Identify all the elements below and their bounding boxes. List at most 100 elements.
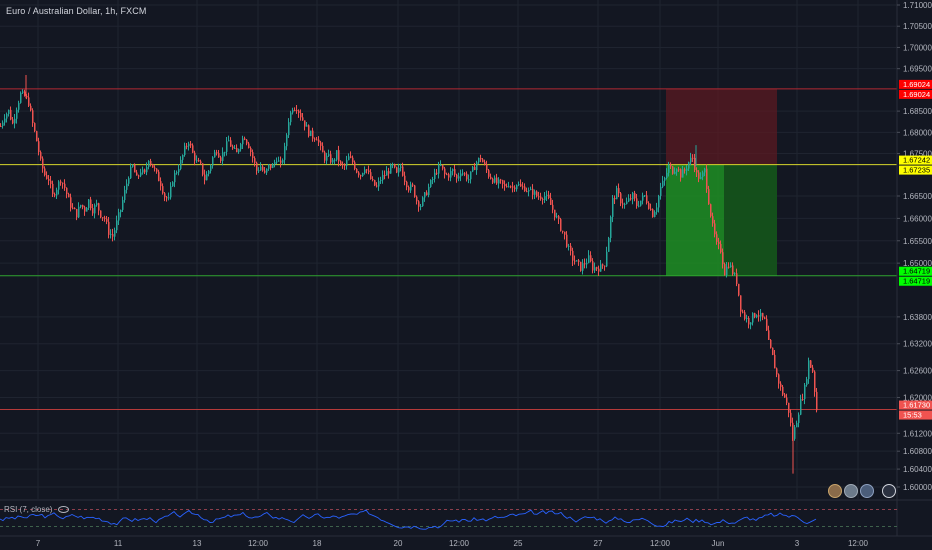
candle[interactable] <box>462 173 464 175</box>
candle[interactable] <box>526 191 528 193</box>
candle[interactable] <box>672 166 674 174</box>
candle[interactable] <box>750 322 752 325</box>
candle[interactable] <box>770 339 772 348</box>
candle[interactable] <box>650 208 652 210</box>
candle[interactable] <box>434 172 436 179</box>
candle[interactable] <box>406 181 408 188</box>
candle[interactable] <box>60 181 62 183</box>
candle[interactable] <box>714 223 716 235</box>
avatar-icon[interactable] <box>844 484 858 498</box>
candle[interactable] <box>734 273 736 275</box>
candle[interactable] <box>120 209 122 213</box>
candle[interactable] <box>332 159 334 163</box>
candle[interactable] <box>102 217 104 219</box>
rsi-line[interactable] <box>0 509 817 530</box>
candle[interactable] <box>524 186 526 192</box>
candle[interactable] <box>374 180 376 186</box>
candle[interactable] <box>538 196 540 198</box>
avatar-icon[interactable] <box>828 484 842 498</box>
candle[interactable] <box>292 109 294 113</box>
candle[interactable] <box>612 197 614 217</box>
candle[interactable] <box>386 171 388 176</box>
candle[interactable] <box>670 164 672 167</box>
candle[interactable] <box>710 204 712 217</box>
candle[interactable] <box>782 386 784 395</box>
candle[interactable] <box>12 119 14 124</box>
candle[interactable] <box>790 412 792 423</box>
candle[interactable] <box>600 264 602 272</box>
candle[interactable] <box>430 180 432 187</box>
candle[interactable] <box>740 295 742 312</box>
candle[interactable] <box>364 169 366 174</box>
candle[interactable] <box>500 179 502 181</box>
candle[interactable] <box>700 176 702 179</box>
price-label-resistance-secondary[interactable] <box>899 89 932 99</box>
candle[interactable] <box>582 263 584 271</box>
candle[interactable] <box>694 157 696 170</box>
candle[interactable] <box>390 164 392 174</box>
candle[interactable] <box>152 163 154 168</box>
candle[interactable] <box>542 198 544 200</box>
candle[interactable] <box>18 102 20 110</box>
candle[interactable] <box>488 170 490 177</box>
candle[interactable] <box>238 149 240 153</box>
candle[interactable] <box>444 168 446 175</box>
candle[interactable] <box>668 164 670 173</box>
candle[interactable] <box>596 267 598 269</box>
candle[interactable] <box>418 201 420 207</box>
candle[interactable] <box>160 181 162 187</box>
candle[interactable] <box>522 186 524 188</box>
eye-icon[interactable] <box>57 506 69 514</box>
candle[interactable] <box>224 151 226 153</box>
candle[interactable] <box>142 169 144 173</box>
candle[interactable] <box>616 188 618 200</box>
candle[interactable] <box>76 209 78 218</box>
candle[interactable] <box>174 173 176 183</box>
candle[interactable] <box>194 152 196 161</box>
candle[interactable] <box>708 189 710 205</box>
candle[interactable] <box>338 150 340 162</box>
candle[interactable] <box>198 160 200 162</box>
candle[interactable] <box>674 171 676 174</box>
candle[interactable] <box>508 186 510 188</box>
candle[interactable] <box>156 168 158 172</box>
candle[interactable] <box>106 218 108 222</box>
candle[interactable] <box>8 109 10 114</box>
candle[interactable] <box>532 188 534 195</box>
candle[interactable] <box>648 203 650 209</box>
candle[interactable] <box>718 241 720 244</box>
candle[interactable] <box>68 194 70 198</box>
candle[interactable] <box>58 181 60 190</box>
candle[interactable] <box>252 152 254 159</box>
candle[interactable] <box>186 145 188 147</box>
candle[interactable] <box>226 141 228 152</box>
candle[interactable] <box>692 157 694 159</box>
candle[interactable] <box>420 206 422 208</box>
candle[interactable] <box>32 110 34 124</box>
candle[interactable] <box>802 399 804 401</box>
candle[interactable] <box>172 182 174 187</box>
candle[interactable] <box>638 205 640 207</box>
candle[interactable] <box>6 113 8 119</box>
candle[interactable] <box>354 162 356 169</box>
candle[interactable] <box>664 177 666 181</box>
candle[interactable] <box>438 165 440 174</box>
candle[interactable] <box>82 205 84 208</box>
candle[interactable] <box>590 255 592 262</box>
candle[interactable] <box>10 109 12 120</box>
candle[interactable] <box>404 175 406 182</box>
candle[interactable] <box>702 172 704 177</box>
candle[interactable] <box>544 196 546 200</box>
candle[interactable] <box>748 317 750 325</box>
candle[interactable] <box>504 184 506 187</box>
candle[interactable] <box>792 422 794 439</box>
candle[interactable] <box>56 189 58 196</box>
candle[interactable] <box>294 109 296 111</box>
candle[interactable] <box>816 391 818 411</box>
candle[interactable] <box>320 142 322 146</box>
candle[interactable] <box>742 311 744 313</box>
candle[interactable] <box>690 157 692 163</box>
candle[interactable] <box>118 212 120 221</box>
candle[interactable] <box>254 158 256 163</box>
